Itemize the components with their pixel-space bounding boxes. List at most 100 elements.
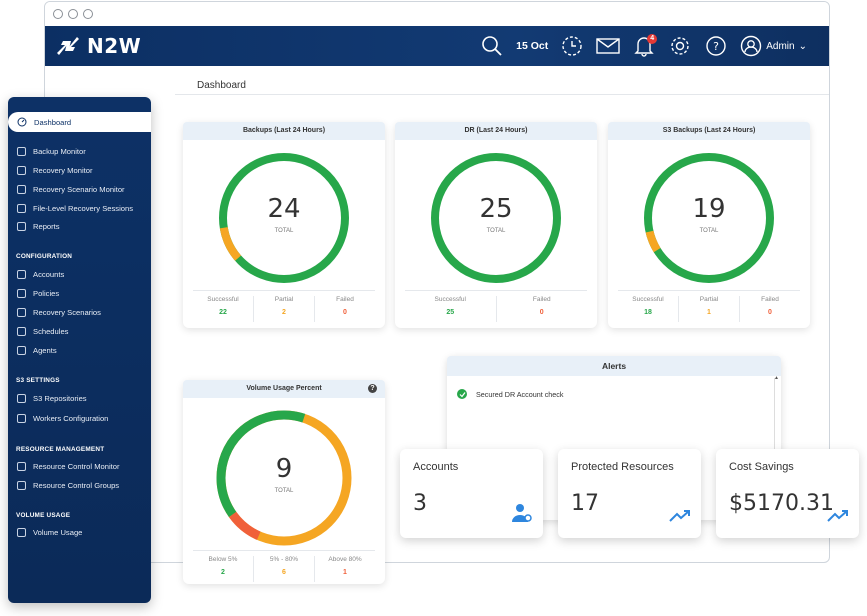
sidebar-item-dashboard[interactable]: Dashboard: [8, 112, 151, 132]
stat-successful: Successful 22: [207, 296, 239, 316]
sidebar-section-volume-usage: VOLUME USAGE: [16, 512, 71, 519]
ring-success: [644, 153, 774, 283]
user-avatar-icon: [741, 35, 762, 57]
mail-icon[interactable]: [596, 34, 620, 58]
help-icon[interactable]: ?: [368, 384, 377, 393]
ring-success: [219, 153, 349, 283]
chevron-down-icon: ⌄: [798, 40, 807, 52]
scroll-up-icon[interactable]: ▲: [774, 375, 779, 381]
trend-up-icon: [669, 509, 691, 528]
resource-monitor-icon: [17, 462, 26, 471]
n2w-logo-icon: [57, 37, 79, 55]
backups-donut: [183, 150, 385, 286]
search-icon[interactable]: [480, 34, 504, 58]
stat-failed: Failed 0: [739, 296, 800, 322]
s3-total: 19 TOTAL: [692, 194, 726, 234]
backup-monitor-icon: [17, 147, 26, 156]
window-close-dot[interactable]: [53, 9, 63, 19]
folder-icon: [17, 204, 26, 213]
current-date: 15 Oct: [516, 40, 549, 52]
sidebar-item-file-level-recovery[interactable]: File-Level Recovery Sessions: [17, 204, 133, 213]
stat-5-80: 5% - 80% 6: [253, 556, 314, 582]
navbar-actions: 15 Oct 4 ? Admin ⌄: [480, 26, 807, 66]
stat-partial: Partial 2: [253, 296, 314, 322]
stat-failed: Failed 0: [495, 296, 588, 322]
volume-usage-card[interactable]: Volume Usage Percent ? 9 TOTAL Below 5% 2…: [183, 380, 385, 584]
kpi-title: Accounts: [413, 461, 459, 473]
stat-failed: Failed 0: [314, 296, 375, 322]
monitor-icon: [17, 346, 26, 355]
sidebar: Dashboard Backup Monitor Recovery Monito…: [8, 97, 151, 603]
backups-card[interactable]: Backups (Last 24 Hours) 24 TOTAL Success…: [183, 122, 385, 328]
divider: [175, 94, 829, 95]
sidebar-section-resource-management: RESOURCE MANAGEMENT: [16, 446, 105, 453]
database-icon: [17, 528, 26, 537]
recovery-monitor-icon: [17, 166, 26, 175]
sidebar-item-s3-repositories[interactable]: S3 Repositories: [17, 394, 87, 403]
gear-icon[interactable]: [668, 34, 692, 58]
sidebar-item-label: Dashboard: [34, 117, 72, 127]
sidebar-item-agents[interactable]: Agents: [17, 346, 57, 355]
dr-card[interactable]: DR (Last 24 Hours) 25 TOTAL Successful 25…: [395, 122, 597, 328]
sidebar-item-accounts[interactable]: Accounts: [17, 270, 64, 279]
card-title: Volume Usage Percent ?: [183, 380, 385, 398]
user-menu[interactable]: Admin ⌄: [740, 35, 807, 57]
sidebar-item-resource-control-monitor[interactable]: Resource Control Monitor: [17, 462, 120, 471]
logo[interactable]: N2W: [55, 34, 141, 58]
check-circle-icon: [457, 389, 467, 399]
card-title: DR (Last 24 Hours): [395, 122, 597, 140]
kpi-title: Cost Savings: [729, 461, 794, 473]
sidebar-item-schedules[interactable]: Schedules: [17, 327, 68, 336]
sidebar-item-recovery-scenarios[interactable]: Recovery Scenarios: [17, 308, 101, 317]
protected-resources-kpi-card[interactable]: Protected Resources 17: [558, 449, 701, 538]
ring-success: [216, 410, 352, 546]
policy-icon: [17, 289, 26, 298]
volume-stats: Below 5% 2 5% - 80% 6 Above 80% 1: [193, 550, 375, 582]
top-navbar: N2W 15 Oct 4 ?: [45, 26, 829, 66]
help-icon[interactable]: ?: [704, 34, 728, 58]
gear-icon: [17, 308, 26, 317]
stat-successful: Successful 18: [632, 296, 664, 316]
accounts-kpi-card[interactable]: Accounts 3: [400, 449, 543, 538]
sidebar-item-backup-monitor[interactable]: Backup Monitor: [17, 147, 86, 156]
sidebar-item-policies[interactable]: Policies: [17, 289, 59, 298]
s3-stats: Successful 18 Partial 1 Failed 0: [618, 290, 800, 322]
sidebar-item-reports[interactable]: Reports: [17, 222, 60, 231]
alerts-title: Alerts: [447, 356, 781, 376]
stat-above-80: Above 80% 1: [314, 556, 375, 582]
stat-below-5: Below 5% 2: [208, 556, 238, 576]
sidebar-item-resource-control-groups[interactable]: Resource Control Groups: [17, 481, 119, 490]
kpi-value: $5170.31: [729, 491, 834, 516]
dr-total: 25 TOTAL: [479, 194, 513, 234]
alerts-scrollbar[interactable]: [774, 378, 778, 452]
kpi-value: 17: [571, 491, 599, 516]
sidebar-item-recovery-monitor[interactable]: Recovery Monitor: [17, 166, 93, 175]
repository-icon: [17, 394, 26, 403]
ring-success: [431, 153, 561, 283]
resource-groups-icon: [17, 481, 26, 490]
sidebar-item-workers-configuration[interactable]: Workers Configuration: [17, 414, 108, 423]
user-settings-icon: [511, 503, 533, 528]
gear-icon: [17, 185, 26, 194]
clock-icon[interactable]: [560, 34, 584, 58]
sidebar-section-configuration: CONFIGURATION: [16, 253, 73, 260]
window-maximize-dot[interactable]: [83, 9, 93, 19]
page-title: Dashboard: [197, 80, 246, 91]
trend-up-icon: [827, 509, 849, 528]
gear-icon: [17, 414, 26, 423]
s3-donut: [608, 150, 810, 286]
stat-successful: Successful 25: [434, 296, 466, 316]
users-icon: [17, 270, 26, 279]
card-title: S3 Backups (Last 24 Hours): [608, 122, 810, 140]
dashboard-icon: [17, 117, 27, 127]
alert-item[interactable]: Secured DR Account check: [457, 389, 564, 399]
volume-donut: [183, 408, 385, 548]
s3-backups-card[interactable]: S3 Backups (Last 24 Hours) 19 TOTAL Succ…: [608, 122, 810, 328]
kpi-title: Protected Resources: [571, 461, 674, 473]
sidebar-item-volume-usage[interactable]: Volume Usage: [17, 528, 82, 537]
bell-icon[interactable]: 4: [632, 34, 658, 58]
cost-savings-kpi-card[interactable]: Cost Savings $5170.31: [716, 449, 859, 538]
window-minimize-dot[interactable]: [68, 9, 78, 19]
kpi-value: 3: [413, 491, 427, 516]
sidebar-item-recovery-scenario-monitor[interactable]: Recovery Scenario Monitor: [17, 185, 125, 194]
